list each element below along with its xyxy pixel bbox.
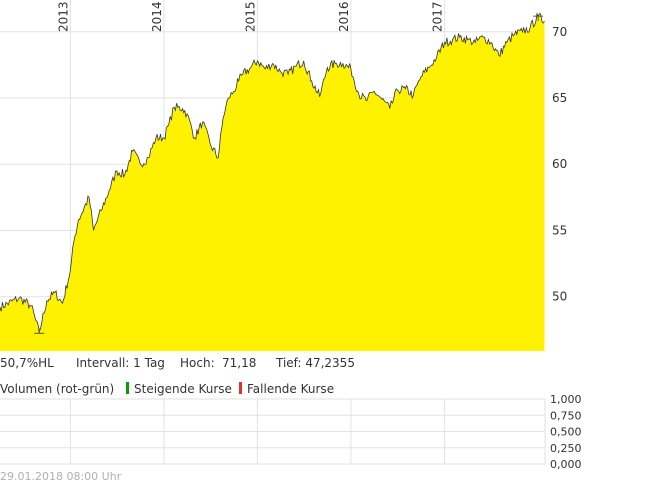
x-axis-ticks: 2013 2014 2015 2016 2017	[56, 1, 444, 32]
y-tick-label: 50	[552, 290, 567, 304]
volume-panel: 1,000 0,750 0,500 0,250 0,000	[0, 393, 582, 471]
y-tick-label: 55	[552, 223, 567, 237]
high-label: Hoch:	[180, 356, 215, 370]
volume-tick-label: 0,000	[550, 458, 582, 471]
volume-tick-label: 0,750	[550, 409, 582, 422]
volume-title: Volumen (rot-grün)	[0, 382, 114, 396]
high-low-markers	[34, 15, 544, 334]
interval-label: Intervall: 1 Tag	[76, 356, 165, 370]
x-tick-label: 2017	[431, 1, 445, 32]
falling-swatch	[239, 382, 242, 394]
price-area	[0, 13, 545, 351]
low-label: Tief: 47,2355	[275, 356, 355, 370]
x-tick-label: 2013	[56, 1, 70, 32]
volume-tick-label: 1,000	[550, 393, 582, 406]
y-tick-label: 60	[552, 157, 567, 171]
footer-timestamp: 29.01.2018 08:00 Uhr	[0, 470, 122, 483]
high-value: 71,18	[222, 356, 256, 370]
x-tick-label: 2014	[150, 1, 164, 32]
volume-tick-label: 0,500	[550, 426, 582, 439]
volume-tick-label: 0,250	[550, 442, 582, 455]
rising-swatch	[126, 382, 129, 394]
volume-legend: Volumen (rot-grün) Steigende Kurse Falle…	[0, 382, 334, 396]
y-tick-label: 70	[552, 25, 567, 39]
x-tick-label: 2016	[337, 1, 351, 32]
range-label: 50,7%HL	[0, 356, 54, 370]
y-axis-ticks: 50 55 60 65 70	[552, 25, 567, 304]
stats-row: 50,7%HL Intervall: 1 Tag Hoch: 71,18 Tie…	[0, 356, 355, 370]
x-tick-label: 2015	[243, 1, 257, 32]
falling-label: Fallende Kurse	[247, 382, 334, 396]
price-line	[0, 12, 545, 333]
y-tick-label: 65	[552, 91, 567, 105]
rising-label: Steigende Kurse	[134, 382, 232, 396]
